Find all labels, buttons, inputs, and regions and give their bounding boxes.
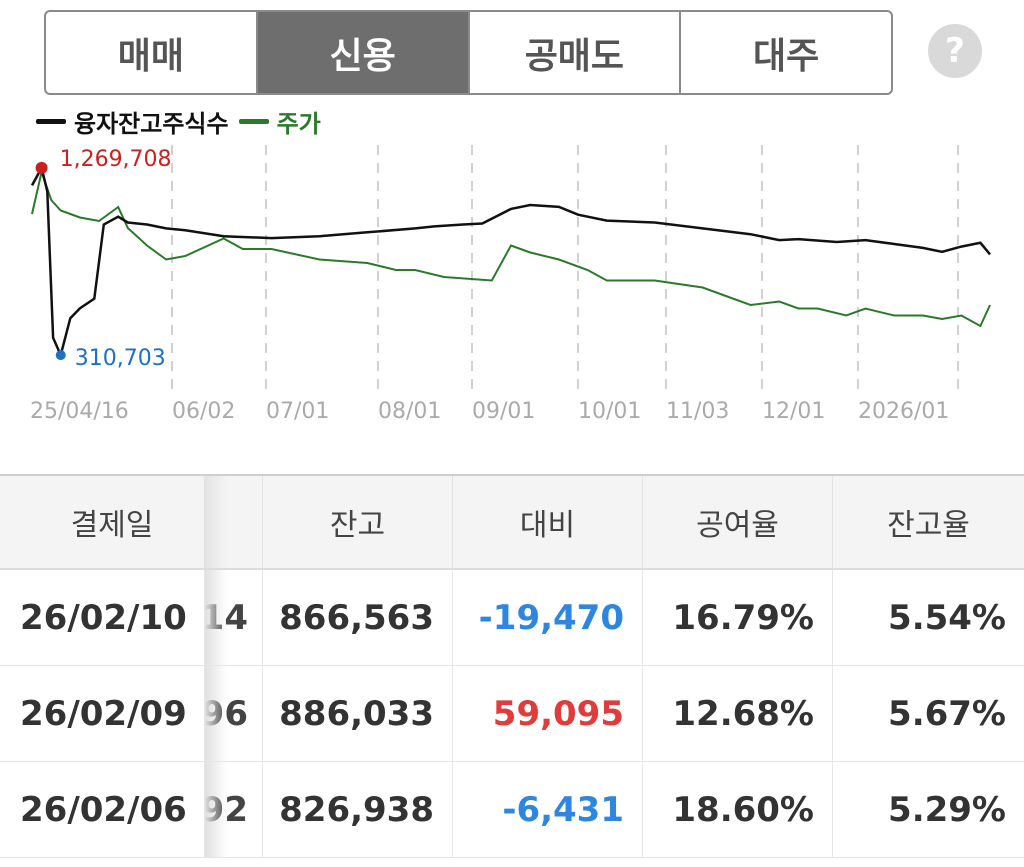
cell-balance-ratio: 5.54% <box>888 597 1006 638</box>
legend-item-price: 주가 <box>238 104 321 139</box>
tab-trading[interactable]: 매매 <box>46 12 258 93</box>
header-change[interactable]: 대비 <box>453 476 643 568</box>
chart-legend: 융자잔고주식수 주가 <box>36 104 331 139</box>
cell-date: 26/02/10 <box>0 570 205 665</box>
cell-date: 26/02/09 <box>0 666 205 761</box>
min-point-marker <box>55 350 66 361</box>
x-tick-label: 11/03 <box>666 399 729 424</box>
legend-item-margin-balance: 융자잔고주식수 <box>36 104 229 139</box>
cell-change: -19,470 <box>453 570 643 665</box>
max-point-marker <box>35 161 48 174</box>
table-row[interactable]: 26/02/10 14 866,563 -19,470 16.79% 5.54% <box>0 570 1024 666</box>
header-balance[interactable]: 잔고 <box>263 476 453 568</box>
series-line-price <box>31 168 991 328</box>
legend-swatch-price <box>238 119 269 124</box>
cell-change: -6,431 <box>453 762 643 857</box>
x-tick-label: 08/01 <box>378 399 441 424</box>
x-tick-label: 25/04/16 <box>30 399 129 424</box>
scroll-fade <box>205 476 227 568</box>
table-header: 결제일 잔고 대비 공여율 잔고율 <box>0 474 1024 570</box>
cell-balance-ratio: 5.29% <box>888 789 1006 830</box>
min-point-label: 310,703 <box>75 346 166 371</box>
header-hidden-column <box>205 476 263 568</box>
legend-label-margin: 융자잔고주식수 <box>74 110 229 138</box>
x-tick-label: 09/01 <box>472 399 535 424</box>
x-tick-label: 06/02 <box>172 399 235 424</box>
legend-label-price: 주가 <box>276 110 321 138</box>
table-row[interactable]: 26/02/06 92 826,938 -6,431 18.60% 5.29% <box>0 762 1024 858</box>
x-tick-label: 2026/01 <box>858 399 949 424</box>
tab-stock-lending[interactable]: 대주 <box>753 35 820 77</box>
table-row[interactable]: 26/02/09 96 886,033 59,095 12.68% 5.67% <box>0 666 1024 762</box>
x-tick-label: 07/01 <box>266 399 329 424</box>
header-balance-ratio[interactable]: 잔고율 <box>887 508 970 543</box>
cell-change: 59,095 <box>453 666 643 761</box>
header-credit-ratio[interactable]: 공여율 <box>643 476 833 568</box>
cell-credit-ratio: 18.60% <box>643 762 833 857</box>
cell-partial: 96 <box>205 666 263 761</box>
credit-balance-chart: 1,269,708 310,703 25/04/16 06/02 07/01 08/0… <box>30 145 991 424</box>
cell-balance-ratio: 5.67% <box>888 693 1006 734</box>
cell-credit-ratio: 12.68% <box>643 666 833 761</box>
credit-balance-table: 결제일 잔고 대비 공여율 잔고율 26/02/10 14 866,563 -1… <box>0 474 1024 858</box>
tab-credit[interactable]: 신용 <box>257 12 470 93</box>
header-settlement-date[interactable]: 결제일 <box>0 476 205 568</box>
scroll-fade <box>205 762 227 857</box>
cell-credit-ratio: 16.79% <box>643 570 833 665</box>
cell-date: 26/02/06 <box>0 762 205 857</box>
scroll-fade <box>205 666 227 761</box>
legend-swatch-margin <box>36 119 66 124</box>
cell-partial: 14 <box>205 570 263 665</box>
x-tick-label: 12/01 <box>762 399 825 424</box>
cell-balance: 886,033 <box>263 666 453 761</box>
x-tick-label: 10/01 <box>578 399 641 424</box>
cell-partial: 92 <box>205 762 263 857</box>
cell-balance: 826,938 <box>263 762 453 857</box>
scroll-fade <box>205 570 227 665</box>
tab-short-selling[interactable]: 공매도 <box>470 12 682 93</box>
series-line-margin-balance <box>30 164 991 359</box>
credit-tab-bar: 매매 신용 공매도 대주 <box>44 10 893 95</box>
cell-balance: 866,563 <box>263 570 453 665</box>
max-point-label: 1,269,708 <box>60 147 172 172</box>
help-icon[interactable]: ? <box>928 24 982 78</box>
